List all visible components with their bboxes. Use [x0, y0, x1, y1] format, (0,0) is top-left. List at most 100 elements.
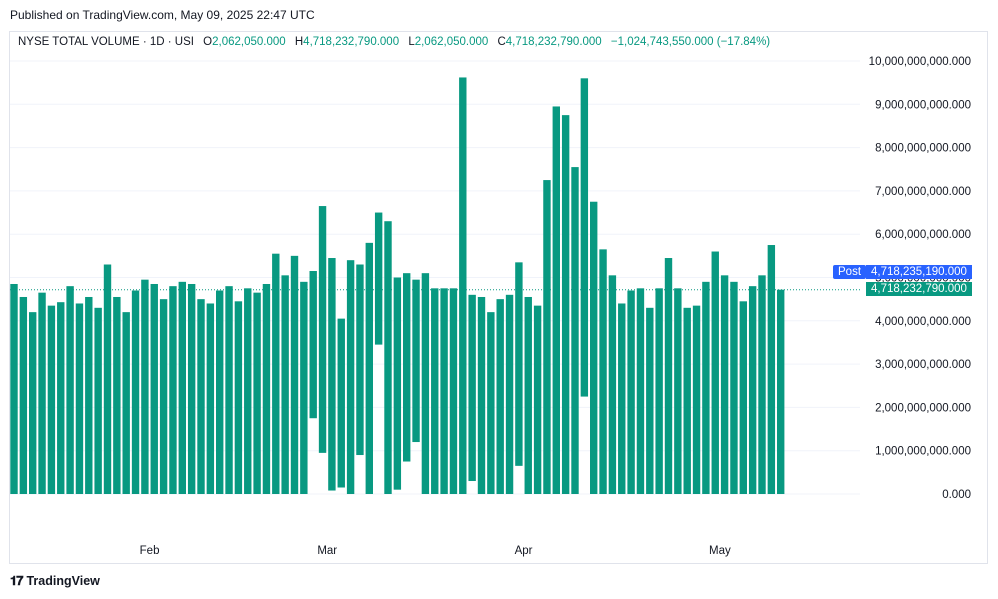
- volume-bar[interactable]: [440, 288, 448, 494]
- footer-brand[interactable]: 𝟏𝟕 TradingView: [10, 573, 100, 589]
- volume-bar[interactable]: [122, 312, 130, 494]
- volume-bar[interactable]: [244, 288, 252, 494]
- volume-bar[interactable]: [674, 288, 682, 494]
- post-badge: Post: [833, 265, 867, 279]
- volume-bar[interactable]: [159, 299, 168, 494]
- symbol-info[interactable]: NYSE TOTAL VOLUME · 1D · USI: [18, 36, 194, 48]
- volume-bar[interactable]: [468, 294, 476, 482]
- volume-bar[interactable]: [748, 286, 757, 494]
- volume-bar[interactable]: [187, 283, 196, 494]
- last-value-badge: 4,718,232,790.000: [866, 282, 972, 296]
- volume-bar[interactable]: [309, 271, 317, 419]
- volume-bar[interactable]: [505, 294, 514, 494]
- volume-bar[interactable]: [356, 264, 364, 456]
- volume-bar[interactable]: [141, 279, 149, 494]
- volume-bar[interactable]: [393, 277, 402, 490]
- volume-bar[interactable]: [150, 283, 158, 494]
- volume-bar[interactable]: [711, 251, 719, 494]
- volume-bar[interactable]: [636, 288, 645, 494]
- volume-bar[interactable]: [702, 281, 710, 494]
- x-tick-label: May: [709, 545, 731, 557]
- volume-bar[interactable]: [477, 296, 486, 494]
- volume-bar[interactable]: [524, 296, 532, 494]
- volume-bar[interactable]: [365, 242, 373, 494]
- volume-bar[interactable]: [431, 288, 439, 494]
- volume-bar[interactable]: [533, 305, 542, 494]
- volume-bar[interactable]: [618, 303, 626, 494]
- volume-bar[interactable]: [206, 303, 215, 494]
- volume-bar[interactable]: [29, 312, 37, 494]
- volume-bar[interactable]: [103, 264, 112, 494]
- volume-bar[interactable]: [767, 245, 776, 494]
- volume-bar[interactable]: [599, 249, 607, 494]
- volume-bar[interactable]: [552, 106, 560, 494]
- volume-bar[interactable]: [19, 296, 28, 494]
- volume-bar[interactable]: [85, 296, 93, 494]
- volume-bar[interactable]: [664, 258, 673, 494]
- volume-bar[interactable]: [38, 292, 46, 494]
- volume-bar[interactable]: [216, 290, 224, 494]
- volume-bar[interactable]: [655, 288, 663, 494]
- volume-bar[interactable]: [730, 281, 738, 494]
- volume-bar[interactable]: [758, 275, 766, 494]
- volume-bar[interactable]: [262, 283, 271, 494]
- volume-bar[interactable]: [683, 307, 691, 494]
- volume-bar[interactable]: [281, 275, 289, 494]
- volume-bar[interactable]: [225, 286, 233, 494]
- volume-bar[interactable]: [318, 206, 327, 453]
- high-value: 4,718,232,790.000: [303, 36, 400, 48]
- post-value-badge: 4,718,235,190.000: [866, 265, 972, 279]
- volume-bar[interactable]: [571, 167, 579, 494]
- volume-bar[interactable]: [10, 283, 18, 494]
- y-tick-label: 10,000,000,000.000: [869, 56, 971, 68]
- volume-bar[interactable]: [57, 302, 65, 494]
- volume-bar[interactable]: [777, 289, 785, 494]
- volume-bar[interactable]: [561, 115, 570, 494]
- close-key: C: [497, 36, 506, 48]
- volume-bar[interactable]: [739, 301, 747, 494]
- y-tick-label: 6,000,000,000.000: [875, 229, 971, 241]
- volume-bar[interactable]: [459, 77, 467, 494]
- volume-bar[interactable]: [113, 296, 121, 494]
- x-tick-label: Feb: [140, 545, 160, 557]
- volume-bar[interactable]: [384, 221, 392, 494]
- volume-bar[interactable]: [75, 303, 84, 494]
- volume-bar[interactable]: [449, 288, 458, 494]
- volume-bar[interactable]: [234, 301, 243, 494]
- volume-bar[interactable]: [169, 286, 177, 494]
- volume-bar[interactable]: [627, 290, 635, 494]
- volume-bar[interactable]: [580, 78, 589, 397]
- volume-bar[interactable]: [66, 286, 74, 494]
- volume-bar[interactable]: [590, 201, 598, 494]
- volume-bar[interactable]: [543, 180, 551, 494]
- volume-bar[interactable]: [328, 258, 336, 491]
- volume-bar[interactable]: [374, 212, 383, 345]
- close-value: 4,718,232,790.000: [505, 36, 602, 48]
- volume-bar[interactable]: [94, 307, 102, 494]
- volume-bar[interactable]: [608, 275, 617, 494]
- volume-bar[interactable]: [646, 307, 654, 494]
- volume-bar[interactable]: [403, 273, 411, 462]
- volume-bar[interactable]: [692, 305, 701, 494]
- volume-bar[interactable]: [178, 281, 186, 494]
- brand-name: TradingView: [26, 574, 100, 588]
- volume-bar[interactable]: [337, 318, 345, 488]
- volume-bar[interactable]: [412, 279, 420, 443]
- chart-frame: [9, 31, 988, 564]
- volume-bar[interactable]: [47, 305, 56, 494]
- volume-bar[interactable]: [421, 273, 430, 494]
- volume-bar[interactable]: [290, 255, 299, 494]
- low-value: 2,062,050.000: [414, 36, 489, 48]
- volume-bar[interactable]: [131, 290, 140, 494]
- volume-bar[interactable]: [272, 253, 280, 494]
- tradingview-logo-icon: 𝟏𝟕: [10, 573, 24, 588]
- volume-bar[interactable]: [515, 262, 523, 466]
- volume-bar[interactable]: [253, 292, 261, 494]
- volume-bar[interactable]: [496, 299, 504, 494]
- volume-bar[interactable]: [346, 260, 355, 494]
- volume-bar[interactable]: [197, 299, 205, 494]
- volume-bar[interactable]: [300, 281, 308, 494]
- volume-bar[interactable]: [720, 275, 729, 494]
- volume-bar[interactable]: [487, 312, 495, 494]
